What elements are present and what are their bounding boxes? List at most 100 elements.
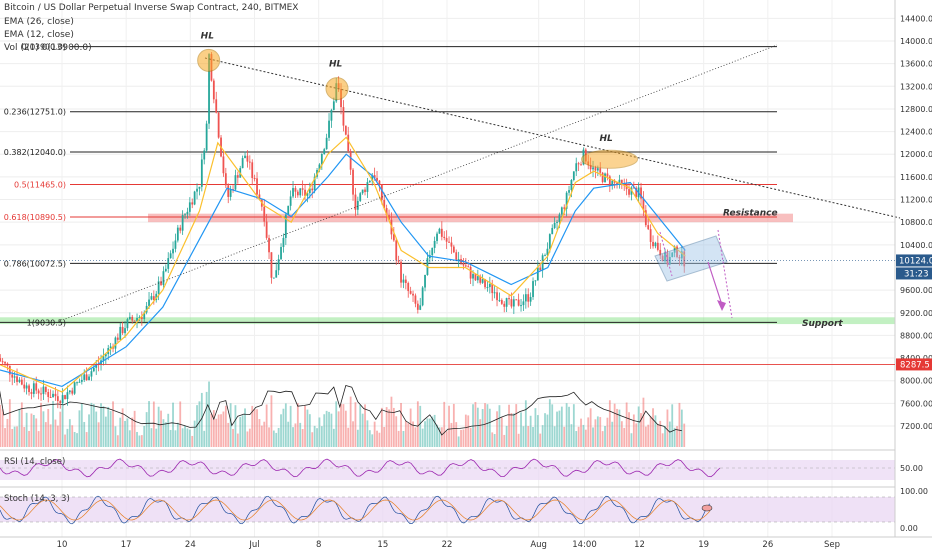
candle-body	[371, 175, 374, 181]
stoch-marker	[701, 504, 713, 512]
volume-bar	[618, 409, 621, 447]
volume-bar	[232, 428, 234, 447]
volume-bar	[299, 422, 302, 447]
candle-body	[503, 303, 506, 307]
ema-layer	[0, 136, 686, 393]
candle-body	[323, 149, 326, 154]
volume-bar	[301, 429, 304, 447]
candle-body	[373, 175, 376, 178]
candle-body	[258, 194, 261, 200]
candle-body	[208, 54, 210, 124]
volume-bar	[510, 413, 513, 447]
candle-body	[114, 337, 117, 349]
volume-bar	[320, 426, 323, 447]
hl-marker	[197, 48, 221, 72]
candle-body	[659, 249, 662, 256]
candle-body	[455, 252, 458, 260]
price-tick-label: 8800.00	[900, 331, 932, 340]
volume-bar	[577, 426, 580, 447]
candle-body	[438, 228, 441, 234]
volume-bar	[210, 413, 213, 447]
volume-bar	[121, 408, 124, 447]
volume-bar	[236, 433, 239, 447]
volume-bar	[47, 409, 50, 447]
candle-body	[320, 153, 323, 165]
candle-body	[128, 316, 131, 320]
volume-bar	[102, 406, 105, 447]
volume-bar	[352, 421, 354, 447]
candle-body	[570, 180, 573, 191]
candle-body	[272, 277, 275, 279]
volume-bar	[318, 417, 321, 447]
candle-body	[25, 385, 28, 389]
volume-bar	[589, 408, 592, 447]
volume-bar	[373, 421, 376, 447]
candle-body	[594, 167, 597, 171]
rsi-label: RSI (14, close)	[4, 457, 66, 467]
volume-bar	[186, 428, 189, 447]
candle-body	[282, 237, 285, 248]
volume-bar	[316, 428, 318, 447]
candle-body	[11, 374, 14, 378]
candle-body	[23, 384, 26, 389]
candle-body	[553, 222, 556, 228]
volume-bar	[349, 396, 352, 447]
volume-bar	[215, 418, 218, 447]
volume-bar	[666, 409, 669, 447]
candle-body	[517, 299, 520, 306]
candle-body	[164, 268, 167, 272]
candle-body	[575, 163, 578, 172]
volume-bar	[61, 404, 64, 447]
candle-body	[479, 276, 482, 283]
volume-bar	[284, 403, 287, 447]
candle-body	[203, 150, 206, 160]
candle-body	[277, 259, 280, 271]
time-tick-label: 26	[762, 540, 773, 550]
volume-bar	[37, 431, 40, 447]
fib-label: 0(13900.0)	[22, 43, 66, 52]
candle-body	[248, 161, 251, 163]
hl-label: HL	[600, 134, 614, 144]
volume-bar	[548, 399, 551, 447]
time-tick-label: Aug	[530, 540, 547, 550]
candle-body	[450, 242, 453, 247]
candle-body	[83, 374, 86, 380]
candle-body	[404, 279, 407, 284]
candle-body	[0, 358, 2, 362]
volume-bar	[491, 432, 494, 447]
candle-body	[512, 299, 515, 307]
candle-body	[85, 374, 88, 381]
stoch-label: Stoch (14, 3, 3)	[4, 494, 70, 504]
volume-bar	[371, 434, 374, 447]
candle-body	[20, 379, 23, 385]
candle-body	[160, 281, 162, 285]
candle-body	[445, 238, 448, 242]
candle-body	[131, 316, 134, 321]
candle-body	[635, 187, 638, 198]
volume-bar	[558, 410, 561, 447]
volume-bar	[680, 409, 683, 447]
volume-bar	[145, 412, 148, 447]
volume-bar	[128, 430, 131, 447]
candle-body	[508, 298, 510, 300]
volume-bar	[212, 410, 215, 447]
volume-bar	[594, 419, 597, 447]
candle-body	[644, 210, 647, 226]
candle-body	[392, 234, 395, 241]
fib-label: 0.5(11465.0)	[14, 181, 66, 190]
candle-body	[61, 395, 64, 404]
volume-bar	[584, 429, 587, 447]
candle-body	[364, 189, 366, 192]
volume-bar	[42, 411, 45, 447]
volume-bar	[678, 402, 681, 447]
candle-body	[172, 248, 174, 254]
candle-body	[198, 186, 201, 189]
volume-bar	[522, 426, 525, 447]
volume-bar	[138, 435, 141, 447]
volume-bar	[83, 421, 86, 447]
price-tick-label: 8000.00	[900, 377, 932, 386]
candle-body	[388, 215, 390, 220]
volume-bar	[424, 421, 426, 447]
volume-bar	[88, 414, 90, 447]
